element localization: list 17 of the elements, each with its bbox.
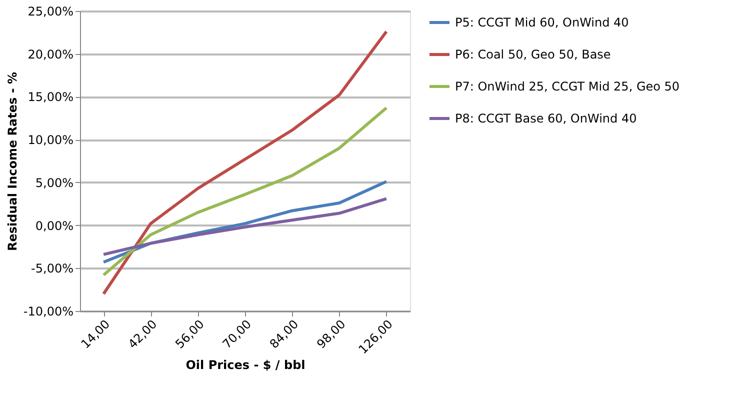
y-tick-label: -5,00% <box>31 262 74 276</box>
line-series <box>102 30 388 296</box>
x-axis-title: Oil Prices - $ / bbl <box>186 358 306 372</box>
y-tick-label: 15,00% <box>28 90 74 104</box>
y-tick-label: 25,00% <box>28 4 74 18</box>
legend-label: P7: OnWind 25, CCGT Mid 25, Geo 50 <box>455 80 680 94</box>
y-tick-label: 5,00% <box>35 176 74 190</box>
legend-label: P8: CCGT Base 60, OnWind 40 <box>455 112 637 126</box>
legend-label: P5: CCGT Mid 60, OnWind 40 <box>455 16 629 30</box>
legend-label: P6: Coal 50, Geo 50, Base <box>455 48 611 62</box>
y-tick-label: 10,00% <box>28 133 74 148</box>
line-series <box>102 197 388 256</box>
line-series <box>102 106 388 276</box>
y-tick-label: 20,00% <box>28 47 74 62</box>
y-axis-title: Residual Income Rates - % <box>5 72 20 252</box>
y-tick-label: -10,00% <box>23 304 74 318</box>
y-tick-label: 0,00% <box>35 218 74 233</box>
